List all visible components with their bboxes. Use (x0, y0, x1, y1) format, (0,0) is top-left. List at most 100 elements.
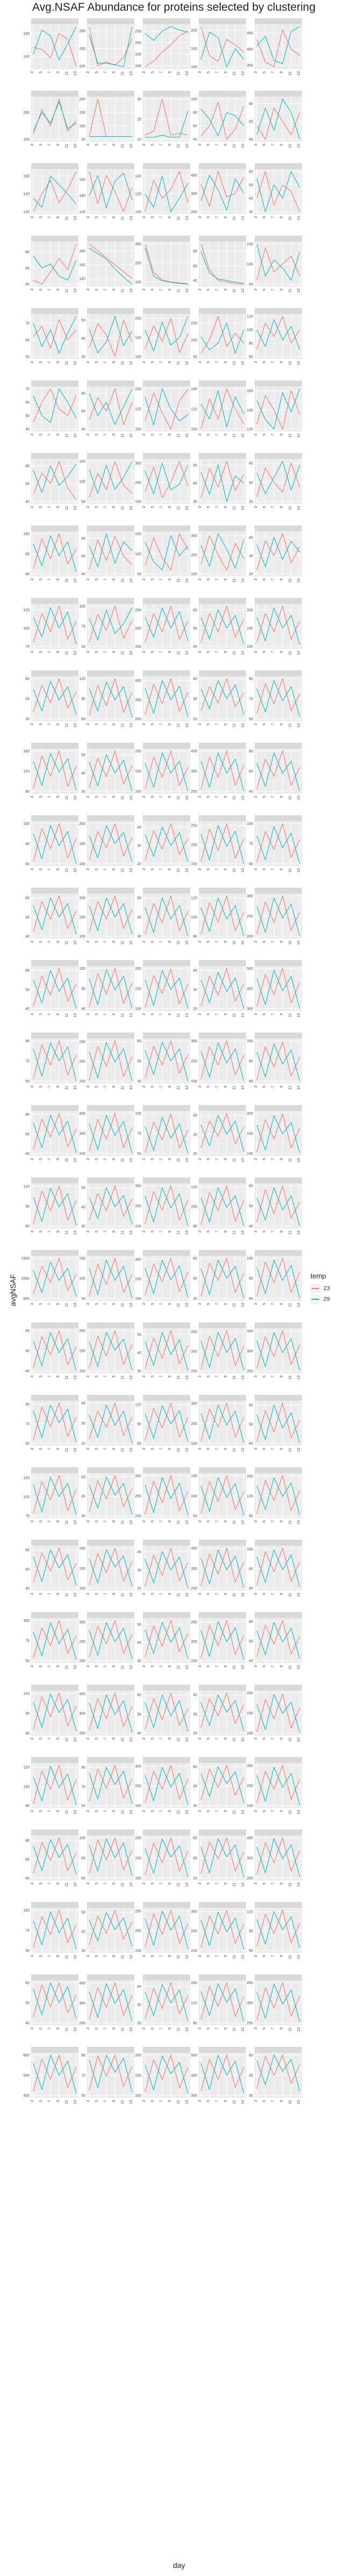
series-line-23 (200, 460, 244, 498)
x-tick-label: 5 (207, 361, 211, 363)
facet-strip (143, 1322, 190, 1328)
x-tick-label: 11 (288, 651, 292, 655)
y-tick-label: 150 (79, 843, 85, 846)
series-line-23 (256, 1474, 300, 1514)
series-line-23 (89, 1329, 133, 1369)
y-tick-label: 100 (191, 339, 197, 342)
y-tick-label: 60 (81, 555, 85, 559)
x-tick-label: 5 (263, 2100, 266, 2102)
x-tick-label: 13 (241, 1593, 245, 1597)
facet-strip (143, 1540, 190, 1546)
x-tick-label: 3 (198, 1303, 202, 1305)
y-tick-label: 80 (25, 251, 30, 254)
x-tick-label: 13 (241, 1955, 245, 1959)
x-tick-label: 5 (151, 2100, 155, 2102)
series-line-29 (145, 462, 189, 495)
x-tick-label: 5 (39, 71, 43, 74)
y-tick-label: 250 (135, 609, 141, 612)
facet-strip (31, 18, 78, 24)
y-tick-label: 40 (81, 428, 85, 431)
series-line-23 (145, 1836, 189, 1876)
x-tick-label: 9 (112, 1665, 116, 1667)
series-line-29 (200, 390, 244, 428)
x-tick-label: 13 (129, 434, 133, 438)
x-tick-label: 7 (271, 1665, 275, 1667)
x-tick-label: 3 (86, 506, 90, 508)
y-tick-label: 100 (135, 64, 141, 68)
x-tick-label: 3 (254, 796, 258, 798)
x-tick-label: 13 (241, 2100, 245, 2104)
x-tick-label: 11 (65, 1448, 69, 1452)
x-tick-label: 11 (233, 2100, 236, 2104)
series-line-29 (89, 681, 133, 718)
y-tick-label: 150 (135, 1857, 141, 1861)
y-tick-label: 100 (191, 1442, 197, 1446)
x-tick-label: 5 (151, 434, 155, 436)
series-line-29 (145, 969, 189, 1009)
y-tick-label: 100 (247, 263, 253, 267)
x-tick-label: 9 (112, 1375, 116, 1378)
y-tick-label: 250 (247, 915, 253, 919)
plot-background (255, 97, 302, 142)
x-tick-label: 3 (31, 1810, 34, 1812)
y-tick-label: 200 (191, 1930, 197, 1934)
facet-strip (255, 1612, 302, 1618)
x-tick-label: 3 (86, 1738, 90, 1740)
plot-background (31, 1183, 78, 1228)
x-tick-label: 7 (104, 2100, 107, 2102)
y-tick-label: 120 (191, 897, 197, 901)
plot-background (199, 169, 246, 214)
x-tick-label: 3 (254, 71, 258, 74)
series-line-23 (89, 677, 133, 716)
x-tick-label: 13 (241, 1013, 245, 1018)
y-tick-label: 80 (193, 935, 197, 939)
y-tick-label: 100 (79, 935, 85, 939)
y-tick-label: 90 (25, 1403, 30, 1407)
y-tick-label: 1500 (21, 1257, 30, 1261)
x-tick-label: 5 (207, 1448, 211, 1450)
x-tick-label: 11 (288, 723, 292, 727)
facet-strip (255, 308, 302, 314)
x-tick-label: 7 (215, 2100, 219, 2102)
x-tick-label: 9 (280, 1955, 284, 1957)
plot-background (143, 1618, 190, 1663)
x-tick-label: 5 (151, 289, 155, 291)
y-tick-label: 45 (25, 698, 30, 701)
x-tick-label: 11 (121, 289, 125, 292)
y-tick-label: 300 (191, 535, 197, 538)
x-tick-label: 7 (160, 2028, 163, 2030)
y-tick-label: 100 (135, 1007, 141, 1011)
x-tick-label: 13 (185, 1448, 189, 1452)
y-tick-label: 60 (249, 1184, 253, 1188)
x-tick-label: 9 (112, 579, 116, 581)
x-tick-label: 13 (74, 651, 77, 655)
y-tick-label: 200 (135, 967, 141, 971)
x-tick-label: 13 (74, 941, 77, 945)
y-tick-label: 100 (247, 1152, 253, 1156)
x-tick-label: 9 (168, 723, 172, 726)
x-tick-label: 11 (233, 71, 236, 75)
x-tick-label: 11 (65, 71, 69, 75)
y-tick-label: 80 (193, 2022, 197, 2025)
y-tick-label: 30 (81, 1422, 85, 1426)
y-tick-label: 200 (135, 2054, 141, 2058)
facet-strip (31, 236, 78, 241)
series-line-23 (256, 462, 300, 497)
y-tick-label: 40 (25, 935, 30, 939)
y-tick-label: 90 (249, 1930, 253, 1934)
x-tick-label: 13 (74, 144, 77, 148)
x-tick-label: 5 (151, 216, 155, 218)
x-tick-label: 13 (129, 361, 133, 365)
x-tick-label: 9 (56, 289, 60, 291)
series-line-29 (200, 609, 244, 645)
x-tick-label: 3 (198, 1665, 202, 1667)
x-tick-label: 11 (121, 1448, 125, 1452)
x-tick-label: 13 (297, 1303, 301, 1307)
series-line-23 (256, 390, 300, 430)
series-line-29 (89, 1694, 133, 1733)
x-tick-label: 7 (104, 1883, 107, 1885)
